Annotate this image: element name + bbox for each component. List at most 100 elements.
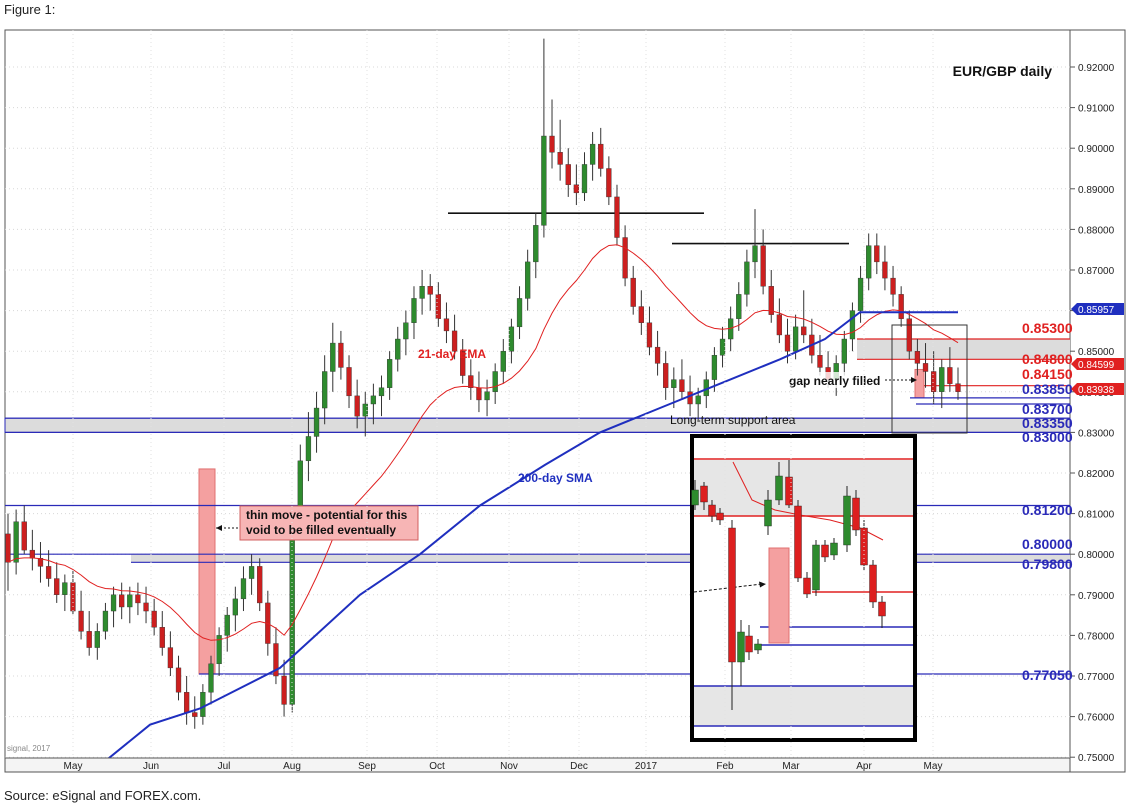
y-axis: 0.92000 0.91000 0.90000 0.89000 0.88000 0.870…	[1070, 63, 1115, 764]
candle-body	[232, 598, 238, 616]
support-label: Long-term support area	[670, 413, 796, 427]
inset-candle-body	[737, 631, 745, 663]
candle-body	[866, 245, 872, 279]
x-tick-label: Dec	[570, 761, 588, 772]
price-badges: 0.85957 0.84599 0.83938	[1071, 303, 1124, 396]
sma-line	[94, 311, 958, 771]
inset-candle-body	[745, 635, 753, 653]
candle-body	[500, 351, 506, 372]
level-label: 0.83850	[1022, 381, 1073, 397]
candle-body	[248, 566, 255, 579]
candle-body	[752, 245, 758, 263]
price-badge-bg	[1071, 383, 1124, 395]
inset-candle-body	[794, 505, 802, 579]
candle-body	[289, 517, 295, 705]
y-tick-label: 0.82000	[1078, 469, 1115, 480]
inset-candle-body	[700, 485, 708, 503]
candle-body	[183, 692, 190, 713]
inset-candle-body	[775, 475, 783, 501]
candle-body	[792, 326, 799, 352]
candle-body	[281, 675, 287, 705]
candle-body	[817, 355, 823, 368]
y-tick-label: 0.87000	[1078, 266, 1115, 277]
candle-body	[45, 566, 52, 579]
candle-body	[679, 379, 685, 392]
level-label: 0.80000	[1022, 536, 1073, 552]
price-badge-label: 0.84599	[1078, 360, 1115, 371]
candle-body	[939, 367, 945, 393]
y-tick-label: 0.77000	[1078, 672, 1115, 683]
support-band	[4, 417, 1071, 433]
thin-move-arrowhead	[216, 525, 222, 531]
candle-body	[305, 436, 312, 462]
x-tick-label: Oct	[429, 761, 445, 772]
candle-body	[257, 566, 263, 604]
band-0798-0800	[131, 554, 1070, 563]
candle-body	[370, 395, 377, 405]
x-axis: May Jun Jul Aug Sep Oct Nov Dec 2017 Feb Mar Apr May	[4, 30, 1071, 773]
candle-body	[654, 346, 661, 364]
candle-body	[427, 286, 433, 295]
candle-body	[719, 338, 726, 356]
candle-body	[346, 367, 352, 397]
candle-body	[857, 277, 864, 311]
inset-gap-arrow	[693, 583, 763, 593]
candle-body	[443, 318, 450, 332]
y-tick-label: 0.78000	[1078, 631, 1115, 642]
level-label: 0.77050	[1022, 667, 1073, 683]
candle-body	[451, 330, 458, 352]
candle-body	[86, 631, 92, 648]
candle-body	[354, 395, 360, 417]
inset-candle-body	[852, 497, 860, 531]
candle-body	[744, 261, 750, 295]
candle-body	[102, 610, 109, 632]
candle-body	[914, 351, 921, 364]
level-bands	[4, 339, 1071, 675]
ema-line	[7, 244, 959, 641]
candle-body	[874, 245, 880, 263]
inset-candle-body	[691, 489, 699, 506]
candle-body	[330, 342, 336, 372]
inset-source-box	[891, 324, 968, 434]
inset-candle-body	[754, 643, 762, 651]
candle-body	[127, 594, 133, 608]
thin-move-line-1: thin move - potential for this	[246, 508, 408, 522]
candle-body	[663, 363, 669, 388]
candle-body	[54, 578, 60, 595]
candle-body	[94, 631, 100, 648]
candle-body	[78, 610, 84, 632]
x-tick-label: Aug	[283, 761, 301, 772]
level-label: 0.79800	[1022, 556, 1073, 572]
x-tick-label: Feb	[716, 761, 734, 772]
y-tick-label: 0.89000	[1078, 185, 1115, 196]
candle-body	[614, 196, 620, 238]
candle-body	[492, 371, 498, 392]
y-tick-label: 0.88000	[1078, 225, 1115, 236]
inset-candle-body	[764, 499, 772, 527]
y-tick-label: 0.75000	[1078, 753, 1115, 764]
candle-body	[508, 326, 515, 352]
candle-body	[240, 578, 247, 600]
candle-body	[29, 549, 35, 559]
candle-body	[224, 614, 230, 636]
inset-candle-body	[803, 577, 811, 595]
price-badge-bg	[1071, 358, 1124, 370]
chart-title: EUR/GBP daily	[953, 63, 1053, 79]
x-tick-label: Mar	[782, 761, 800, 772]
candle-body	[784, 334, 791, 352]
candle-body	[411, 298, 417, 323]
candle-body	[484, 391, 490, 401]
thin-move-line-2: void to be filled eventually	[246, 523, 396, 537]
inset-band-bottom	[694, 686, 913, 726]
candle-body	[208, 663, 214, 693]
candle-body	[5, 533, 11, 563]
y-tick-label: 0.90000	[1078, 144, 1115, 155]
level-label: 0.81200	[1022, 502, 1073, 518]
candle-body	[273, 643, 279, 677]
candle-body	[541, 135, 547, 226]
x-tick-label: May	[64, 761, 83, 772]
candle-body	[525, 261, 531, 299]
watermark: signal, 2017	[7, 744, 51, 753]
y-tick-label: 0.81000	[1078, 510, 1115, 521]
